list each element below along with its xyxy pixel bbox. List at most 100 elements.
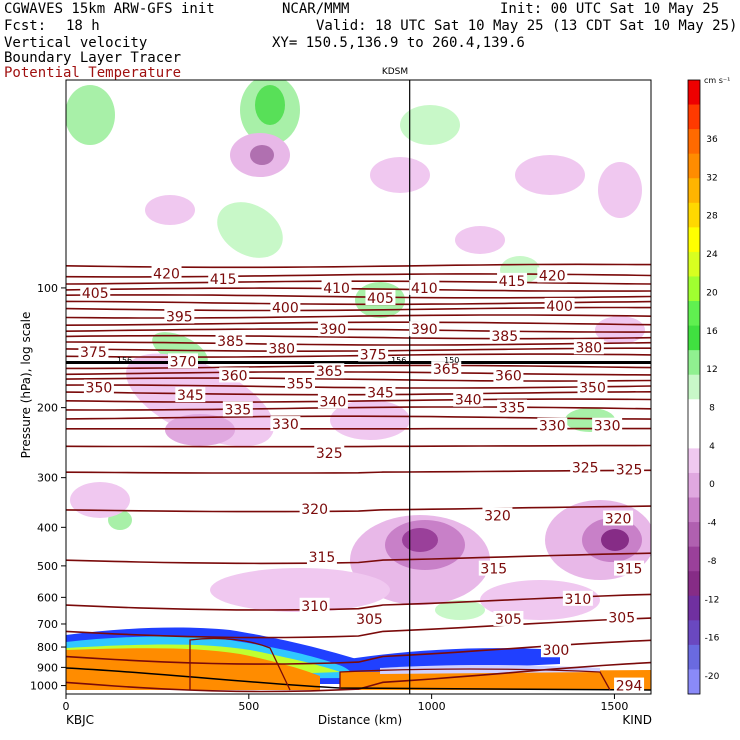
theta-label: 410 (323, 281, 350, 297)
y-tick-label: 200 (37, 402, 58, 415)
theta-line (66, 593, 651, 611)
colorbar-swatch (688, 153, 700, 179)
terrain-contour (339, 668, 611, 691)
theta-label: 380 (268, 341, 295, 357)
theta-label: 410 (411, 281, 438, 297)
theta-label: 320 (484, 508, 511, 524)
theta-line (66, 294, 651, 299)
terrain-line (65, 667, 652, 691)
theta-label-bg (409, 321, 440, 337)
colorbar-label: -12 (705, 595, 720, 605)
theta-line (66, 287, 651, 292)
colorbar-label: 28 (706, 212, 718, 222)
y-axis-label: Pressure (hPa), log scale (19, 312, 33, 459)
theta-label: 305 (495, 612, 522, 628)
fcst-value: 18 h (66, 18, 100, 34)
colorbar-label: 32 (706, 173, 717, 183)
theta-label-bg (497, 272, 528, 288)
theta-label-bg (175, 387, 206, 403)
colorbar-label: 4 (709, 442, 715, 452)
theta-label-bg (537, 267, 568, 283)
theta-label-bg (573, 339, 604, 355)
y-tick-label: 1000 (30, 680, 58, 693)
colorbar-swatch (688, 350, 700, 376)
theta-label: 305 (356, 612, 383, 628)
theta-label: 395 (166, 310, 193, 326)
terrain-outline (65, 637, 652, 691)
theta-label: 360 (495, 368, 522, 384)
station-mid-label: KDSM (382, 67, 408, 77)
x-tick-label: 0 (63, 700, 70, 713)
theta-label-bg (592, 417, 623, 433)
theta-label-bg (317, 393, 348, 409)
y-tick-label: 900 (37, 661, 58, 674)
theta-label: 325 (572, 461, 599, 477)
colorbar-swatch (688, 546, 700, 572)
station-right-label: KIND (622, 713, 652, 727)
colorbar-swatch (688, 129, 700, 155)
theta-label-bg (314, 363, 345, 379)
colorbar-swatch (688, 571, 700, 597)
theta-label: 405 (367, 291, 394, 307)
y-tick-label: 300 (37, 472, 58, 485)
theta-line (66, 341, 651, 346)
org-label: NCAR/MMM (282, 1, 350, 17)
plot-frame (65, 79, 652, 695)
tropopause-label: 156 (391, 356, 406, 365)
x-tick-label: 1000 (418, 700, 446, 713)
theta-label-bg (317, 321, 348, 337)
theta-label: 310 (301, 599, 328, 615)
theta-line (66, 505, 651, 513)
colorbar: 36 32 28 24 20 16 12 8 4 0 -4 -8 -12 -16 -20 (687, 79, 720, 695)
theta-label: 415 (499, 274, 526, 290)
theta-label: 400 (272, 300, 299, 316)
theta-label: 320 (301, 502, 328, 518)
colorbar-label: 24 (706, 250, 718, 260)
theta-line (66, 377, 651, 382)
theta-label: 415 (210, 272, 237, 288)
theta-label: 335 (499, 401, 526, 417)
theta-label: 370 (170, 354, 197, 370)
x-tick-label: 1500 (600, 700, 628, 713)
theta-label-bg (164, 308, 195, 324)
theta-label-bg (208, 271, 239, 287)
colorbar-swatch (688, 251, 700, 277)
colorbar-label: -4 (708, 519, 717, 529)
colorbar-swatch (688, 276, 700, 302)
theta-label-bg (354, 610, 385, 626)
colorbar-swatch (688, 595, 700, 621)
theta-label-bg (80, 285, 111, 301)
colorbar-label: 12 (706, 365, 717, 375)
y-tick-label: 100 (37, 282, 58, 295)
theta-label: 385 (491, 329, 518, 345)
theta-line (66, 280, 651, 285)
theta-label-bg (537, 417, 568, 433)
theta-label: 360 (221, 368, 248, 384)
theta-label-bg (493, 610, 524, 626)
theta-label: 420 (153, 267, 180, 283)
theta-label-bg (489, 327, 520, 343)
colorbar-swatch (688, 669, 700, 695)
theta-label-bg (306, 549, 337, 565)
station-left-label: KBJC (66, 713, 94, 727)
theta-label-bg (365, 384, 396, 400)
theta-label-bg (409, 279, 440, 295)
theta-label: 340 (455, 393, 482, 409)
colorbar-swatch (688, 325, 700, 351)
theta-label: 390 (411, 322, 438, 338)
theta-label-bg (299, 597, 330, 613)
theta-label-bg (314, 444, 345, 460)
theta-line (66, 328, 651, 333)
theta-label-bg (577, 379, 608, 395)
colorbar-swatch (688, 644, 700, 670)
init-time: Init: 00 UTC Sat 10 May 25 (500, 1, 720, 17)
valid-time: Valid: 18 UTC Sat 10 May 25 (13 CDT Sat … (316, 18, 738, 34)
theta-label: 350 (579, 381, 606, 397)
fcst-label: Fcst: (4, 18, 47, 34)
colorbar-unit: cm s⁻¹ (704, 76, 730, 85)
theta-line (66, 406, 651, 411)
field-potential-temperature: Potential Temperature (4, 65, 182, 81)
colorbar-swatch (688, 202, 700, 228)
theta-label: 315 (480, 562, 507, 578)
theta-label-bg (151, 265, 182, 281)
